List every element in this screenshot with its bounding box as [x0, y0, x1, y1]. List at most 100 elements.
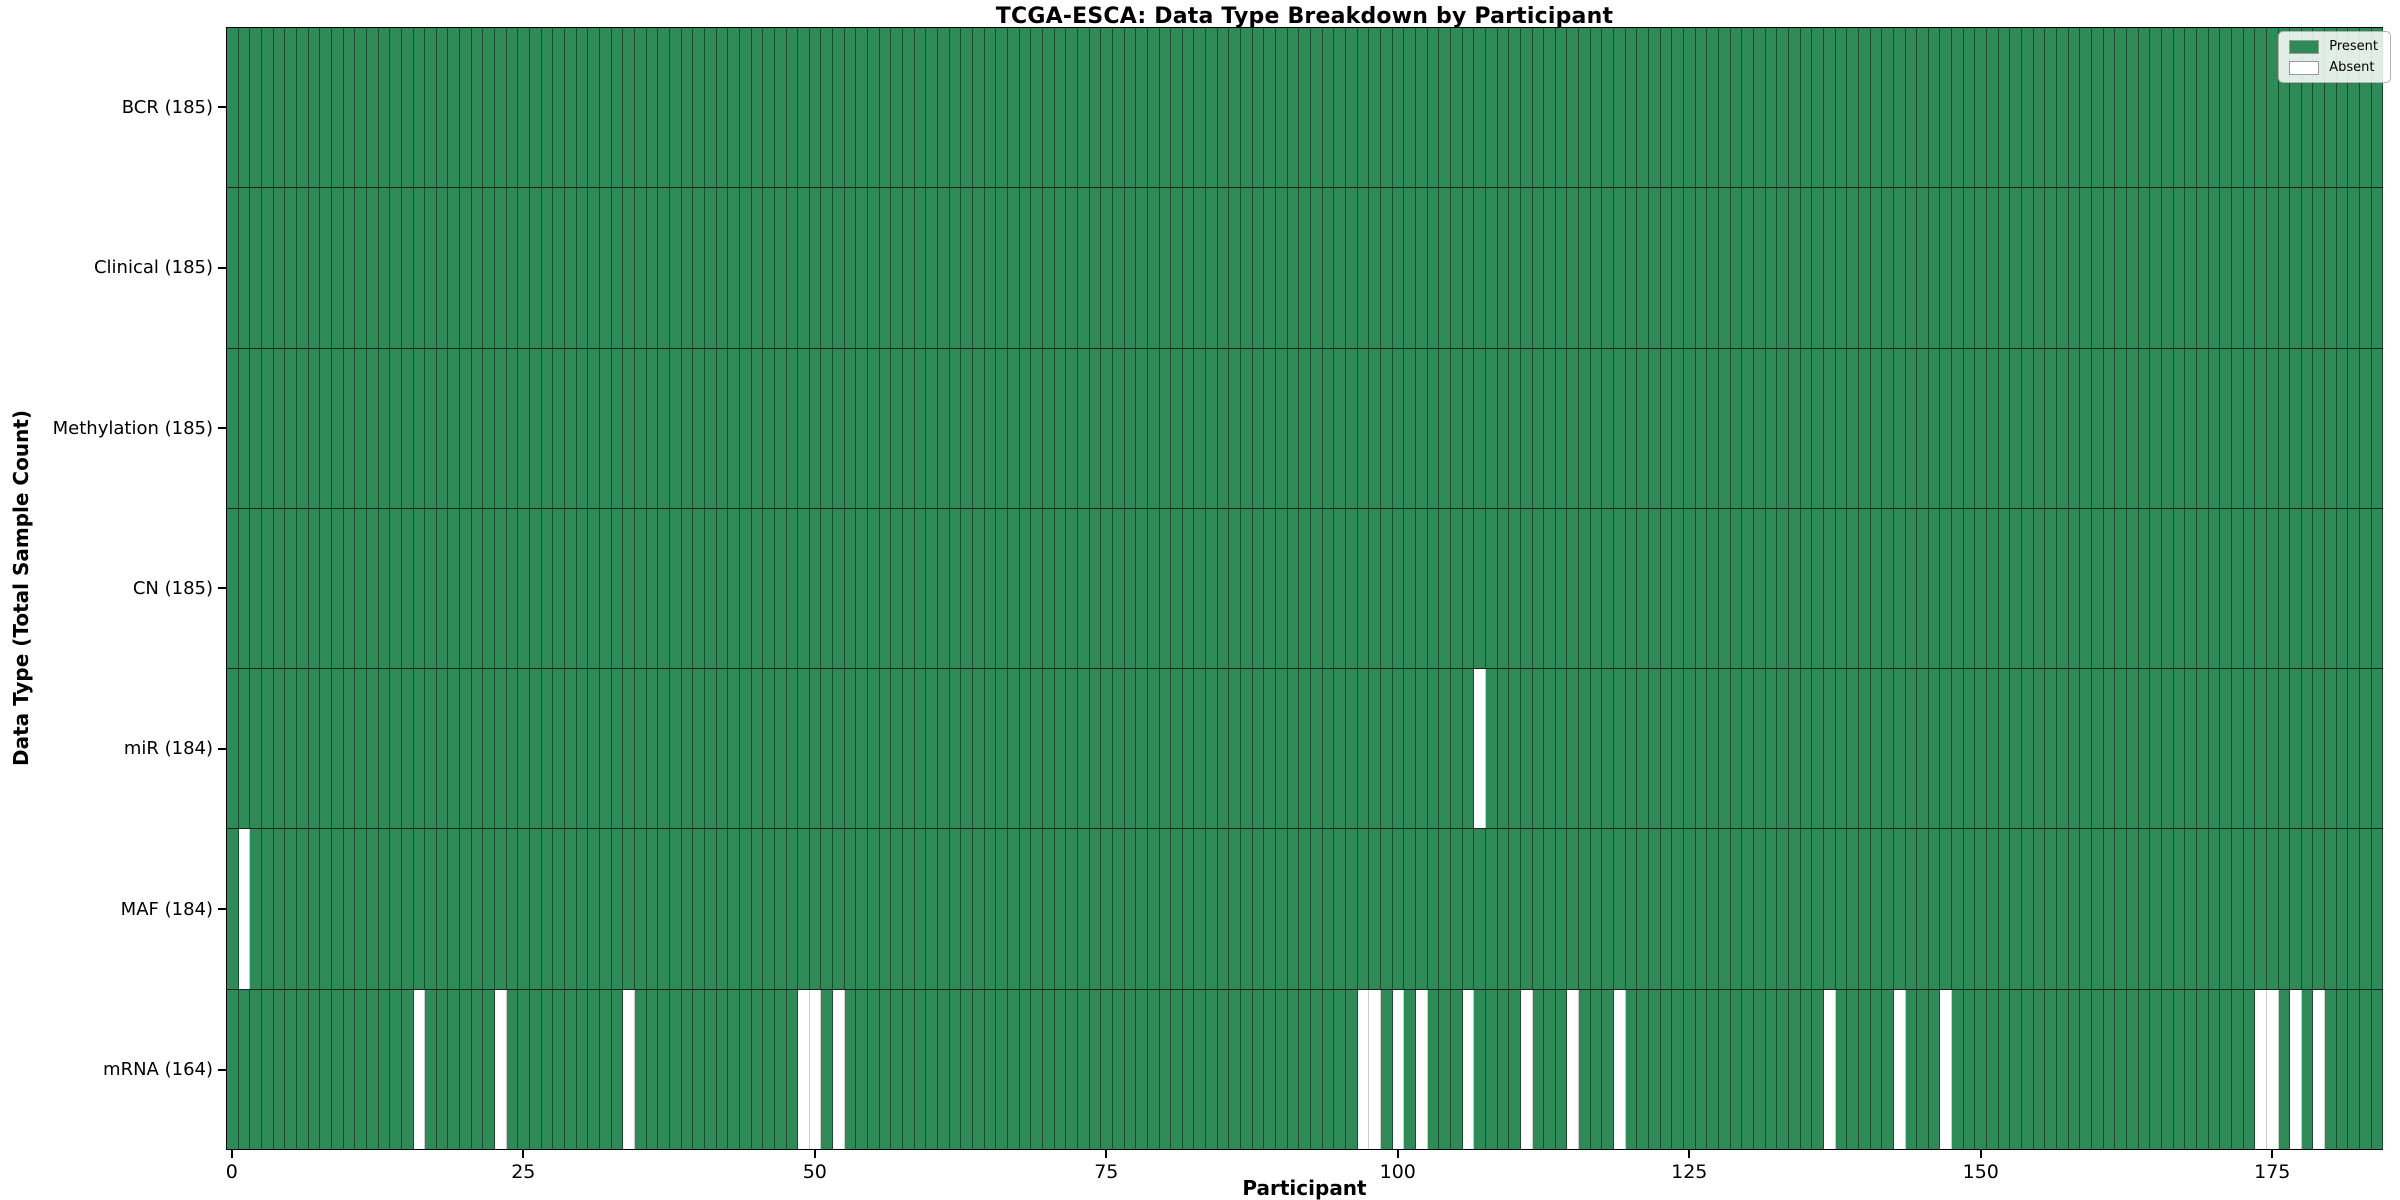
heatmap-cell — [600, 669, 612, 829]
heatmap-cell — [1660, 508, 1673, 669]
heatmap-cell — [1637, 669, 1650, 829]
heatmap-cell — [973, 348, 985, 508]
heatmap-cell — [1730, 188, 1743, 348]
heatmap-cell — [2103, 829, 2116, 989]
heatmap-cell — [2325, 669, 2337, 829]
heatmap-cell — [1089, 829, 1102, 989]
heatmap-cell — [1206, 669, 1218, 829]
heatmap-cell — [751, 28, 764, 188]
heatmap-cell — [506, 348, 519, 508]
heatmap-cell — [530, 348, 542, 508]
heatmap-cell — [1579, 829, 1591, 989]
heatmap-cell — [1823, 188, 1836, 348]
heatmap-cell — [879, 829, 892, 989]
heatmap-cell — [483, 188, 496, 348]
heatmap-cell — [2208, 188, 2221, 348]
heatmap-cell — [518, 28, 531, 188]
heatmap-cell — [285, 989, 297, 1149]
heatmap-cell — [1719, 28, 1731, 188]
heatmap-cell — [401, 989, 414, 1149]
heatmap-cell — [751, 188, 764, 348]
heatmap-cell — [1567, 989, 1580, 1149]
heatmap-cell — [2138, 669, 2151, 829]
heatmap-cell — [1450, 348, 1463, 508]
heatmap-cell — [1147, 989, 1160, 1149]
heatmap-cell — [2313, 829, 2326, 989]
y-tick-mark — [218, 908, 226, 911]
heatmap-cell — [1229, 829, 1242, 989]
heatmap-cell — [2313, 188, 2326, 348]
heatmap-cell — [2255, 188, 2267, 348]
heatmap-cell — [1241, 669, 1253, 829]
heatmap-cell — [483, 348, 496, 508]
heatmap-cell — [1753, 989, 1766, 1149]
heatmap-cell — [1171, 989, 1183, 1149]
heatmap-cell — [716, 348, 729, 508]
heatmap-cell — [1042, 188, 1055, 348]
heatmap-cell — [669, 348, 682, 508]
heatmap-cell — [1101, 348, 1113, 508]
heatmap-cell — [1952, 669, 1964, 829]
heatmap-cell — [1602, 508, 1615, 669]
heatmap-cell — [681, 669, 694, 829]
heatmap-cell — [926, 188, 939, 348]
heatmap-cell — [704, 508, 717, 669]
heatmap-cell — [1882, 348, 1894, 508]
heatmap-cell — [2115, 188, 2127, 348]
heatmap-cell — [1614, 348, 1626, 508]
heatmap-cell — [2290, 669, 2302, 829]
heatmap-cell — [1940, 989, 1953, 1149]
heatmap-cell — [2301, 28, 2314, 188]
heatmap-cell — [1357, 508, 1370, 669]
heatmap-cell — [809, 669, 822, 829]
heatmap-cell — [623, 829, 635, 989]
heatmap-cell — [1800, 829, 1813, 989]
heatmap-cell — [1182, 829, 1195, 989]
heatmap-cell — [1311, 508, 1323, 669]
heatmap-cell — [1742, 669, 1754, 829]
heatmap-cell — [623, 28, 635, 188]
heatmap-cell — [1206, 829, 1218, 989]
heatmap-cell — [1346, 188, 1358, 348]
heatmap-cell — [2126, 28, 2139, 188]
heatmap-cell — [984, 188, 997, 348]
heatmap-cell — [448, 508, 461, 669]
x-tick-label: 175 — [2254, 1161, 2291, 1183]
heatmap-cell — [2103, 28, 2116, 188]
heatmap-cell — [914, 508, 927, 669]
heatmap-cell — [1835, 28, 1848, 188]
heatmap-cell — [1742, 989, 1754, 1149]
heatmap-cell — [1567, 669, 1580, 829]
heatmap-cell — [739, 348, 752, 508]
heatmap-cell — [973, 669, 985, 829]
heatmap-cell — [2022, 508, 2034, 669]
heatmap-cell — [938, 348, 950, 508]
heatmap-cell — [809, 829, 822, 989]
heatmap-cell — [1206, 348, 1218, 508]
heatmap-cell — [1823, 348, 1836, 508]
heatmap-cell — [1719, 508, 1731, 669]
heatmap-cell — [1847, 348, 1859, 508]
heatmap-cell — [1567, 348, 1580, 508]
heatmap-cell — [460, 669, 472, 829]
heatmap-cell — [1066, 28, 1078, 188]
heatmap-cell — [728, 508, 740, 669]
heatmap-cell — [2161, 188, 2174, 348]
heatmap-cell — [296, 188, 309, 348]
heatmap-cell — [1777, 829, 1789, 989]
heatmap-cell — [669, 829, 682, 989]
heatmap-cell — [1800, 989, 1813, 1149]
heatmap-cell — [238, 989, 251, 1149]
heatmap-cell — [2092, 669, 2104, 829]
heatmap-cell — [1882, 508, 1894, 669]
heatmap-cell — [2371, 188, 2384, 348]
heatmap-cell — [1707, 348, 1719, 508]
heatmap-cell — [1124, 989, 1137, 1149]
x-tick-label: 25 — [511, 1161, 536, 1183]
heatmap-cell — [1998, 829, 2011, 989]
heatmap-cell — [1089, 188, 1102, 348]
heatmap-cell — [1544, 829, 1556, 989]
heatmap-cell — [1299, 28, 1312, 188]
heatmap-cell — [984, 348, 997, 508]
heatmap-cell — [285, 829, 297, 989]
